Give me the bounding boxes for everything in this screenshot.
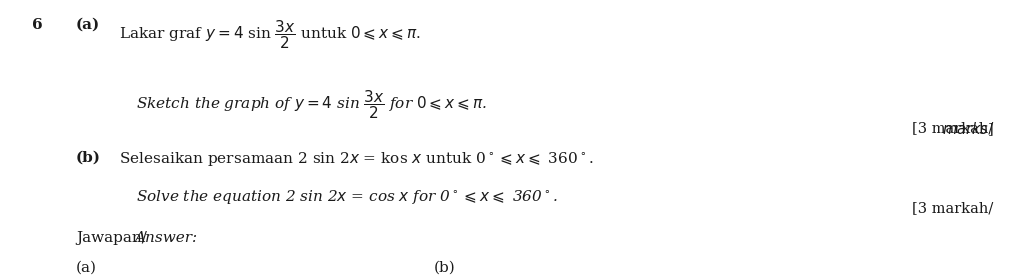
Text: $\mathit{marks}$]: $\mathit{marks}$] xyxy=(942,121,993,138)
Text: Solve the equation 2 sin 2$x$ = cos $x$ for 0$^\circ \leqslant x \leqslant$ 360$: Solve the equation 2 sin 2$x$ = cos $x$ … xyxy=(136,188,559,207)
Text: [3 markah/: [3 markah/ xyxy=(913,121,993,135)
Text: Selesaikan persamaan 2 sin 2$x$ = kos $x$ untuk 0$^\circ \leqslant x \leqslant$ : Selesaikan persamaan 2 sin 2$x$ = kos $x… xyxy=(119,151,594,169)
Text: Sketch the graph of $y = 4$ sin $\dfrac{3x}{2}$ for $0 \leqslant x \leqslant \pi: Sketch the graph of $y = 4$ sin $\dfrac{… xyxy=(136,88,488,121)
Text: (b): (b) xyxy=(434,261,456,275)
Text: Answer:: Answer: xyxy=(135,231,198,245)
Text: (a): (a) xyxy=(76,18,100,32)
Text: Lakar graf $y = 4$ sin $\dfrac{3x}{2}$ untuk $0 \leqslant x \leqslant \pi$.: Lakar graf $y = 4$ sin $\dfrac{3x}{2}$ u… xyxy=(119,18,421,51)
Text: (b): (b) xyxy=(76,151,101,165)
Text: (a): (a) xyxy=(76,261,97,275)
Text: 6: 6 xyxy=(33,18,43,32)
Text: Jawapan/: Jawapan/ xyxy=(76,231,147,245)
Text: [3 markah/: [3 markah/ xyxy=(913,201,993,215)
